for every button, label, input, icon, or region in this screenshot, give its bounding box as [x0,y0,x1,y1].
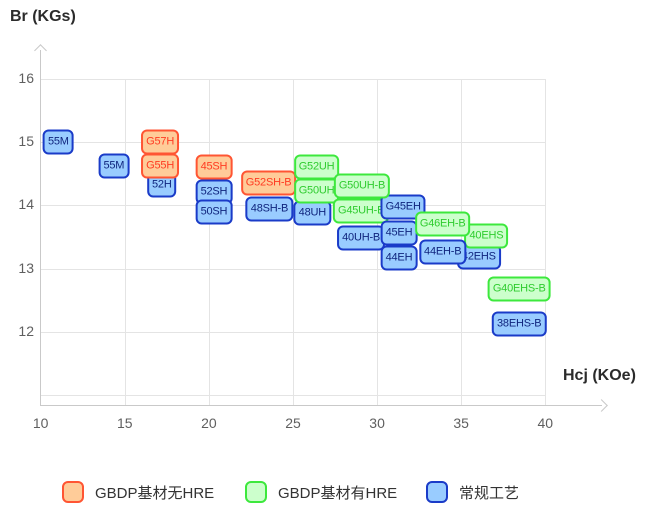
legend-label: GBDP基材有HRE [278,484,398,502]
legend-swatch-green [245,481,267,503]
y-axis-arrow-icon [34,44,47,57]
legend-item-gbdp-no-hre[interactable]: GBDP基材无HRE [62,479,214,505]
y-tick-label: 13 [18,259,34,276]
legend-item-gbdp-with-hre[interactable]: GBDP基材有HRE [245,479,397,505]
x-tick-label: 40 [537,415,554,431]
grade-box-48uh[interactable]: 48UH [293,200,331,226]
grade-box-44eh-b[interactable]: 44EH-B [419,239,467,265]
x-gridline [208,79,210,405]
x-axis-line [40,405,602,406]
grade-box-g50uh-b[interactable]: G50UH-B [333,173,391,199]
x-tick-label: 10 [32,415,49,431]
grade-box-g45uh-b[interactable]: G45UH-B [332,198,390,224]
x-tick-label: 15 [117,415,133,431]
grade-box-44eh[interactable]: 44EH [380,245,418,271]
grade-box-g40ehs-b[interactable]: G40EHS-B [487,276,551,302]
grade-box-g52sh-b[interactable]: G52SH-B [240,170,297,196]
grade-box-45sh[interactable]: 45SH [195,154,233,180]
x-tick-label: 30 [369,415,385,431]
grade-box-48sh-b[interactable]: 48SH-B [245,196,294,222]
grade-box-g46eh-b[interactable]: G46EH-B [414,211,471,237]
grade-box-g45eh[interactable]: G45EH [380,194,426,220]
x-gridline [293,79,294,405]
grade-box-g52uh[interactable]: G52UH [293,154,340,180]
x-axis-arrow-icon [595,399,608,412]
legend-label: GBDP基材无HRE [95,484,215,502]
grade-box-g57h[interactable]: G57H [141,129,180,155]
y-tick-label: 12 [18,322,34,339]
legend-swatch-orange [62,481,84,503]
y-tick-label: 16 [18,70,34,86]
y-tick-label: 15 [18,133,34,150]
x-tick-label: 35 [453,415,469,431]
grade-box-45eh[interactable]: 45EH [380,220,418,246]
grade-box-55m[interactable]: 55M [42,129,74,155]
grade-box-40uh-b[interactable]: 40UH-B [337,225,386,251]
grade-box-40ehs[interactable]: 40EHS [464,223,509,249]
grade-box-55m[interactable]: 55M [98,153,130,179]
x-tick-label: 25 [285,415,301,431]
x-gridline [124,79,126,405]
y-tick-label: 14 [18,196,34,213]
y-axis-title: Br (KGs) [10,8,76,25]
legend-label: 常规工艺 [459,484,520,502]
x-gridline [545,79,547,405]
grade-box-38ehs-b[interactable]: 38EHS-B [491,311,547,337]
grade-box-g50uh[interactable]: G50UH [293,178,340,204]
legend-item-conventional[interactable]: 常规工艺 [426,479,519,505]
x-axis-title: Hcj (KOe) [563,367,636,384]
legend: GBDP基材无HRE GBDP基材有HRE 常规工艺 [0,479,645,509]
grade-box-50sh[interactable]: 50SH [195,199,233,225]
grade-box-g55h[interactable]: G55H [141,153,180,179]
legend-swatch-blue [426,481,448,503]
x-tick-label: 20 [201,415,217,431]
y-axis-line [40,50,41,405]
